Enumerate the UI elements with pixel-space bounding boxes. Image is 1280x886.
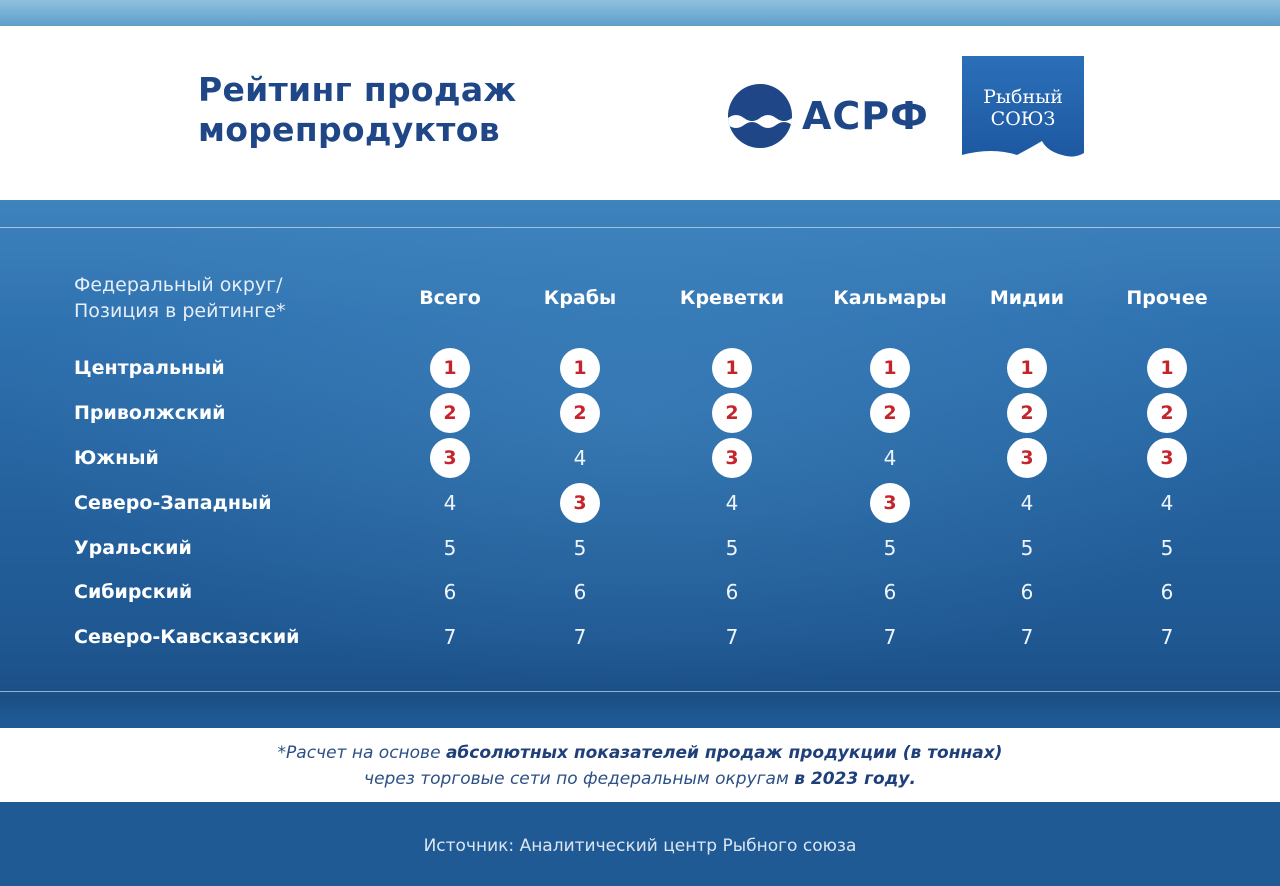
rank-value: 4 — [883, 446, 897, 470]
rank-value: 4 — [573, 446, 587, 470]
rank-value: 7 — [443, 625, 457, 649]
rank-badge: 3 — [1147, 438, 1187, 478]
rank-value: 7 — [1020, 625, 1034, 649]
rank-value: 6 — [1020, 580, 1034, 604]
row-label: Сибирский — [74, 581, 193, 603]
rank-value: 5 — [1160, 536, 1174, 560]
rank-badge: 3 — [1007, 438, 1047, 478]
rank-value: 7 — [573, 625, 587, 649]
column-header-vsego: Всего — [419, 287, 481, 309]
column-header-krevetki: Креветки — [679, 287, 785, 309]
note-box — [0, 728, 1280, 802]
header: Рейтинг продаж морепродуктов АСРФ Рыбный… — [0, 26, 1280, 200]
source-credit: Источник: Аналитический центр Рыбного со… — [423, 836, 857, 856]
asrf-logo: АСРФ — [728, 84, 928, 148]
row-label: Северо-Кавсказский — [74, 626, 300, 648]
rank-badge: 3 — [712, 438, 752, 478]
rank-value: 4 — [1020, 491, 1034, 515]
rank-value: 7 — [1160, 625, 1174, 649]
table-top-divider — [0, 227, 1280, 228]
rank-badge: 2 — [430, 393, 470, 433]
rank-badge: 1 — [430, 348, 470, 388]
page-title: Рейтинг продаж морепродуктов — [198, 70, 517, 149]
rybny-soyuz-logo-text: Рыбный СОЮЗ — [983, 86, 1063, 130]
rank-value: 5 — [443, 536, 457, 560]
rank-value: 7 — [725, 625, 739, 649]
rank-value: 6 — [443, 580, 457, 604]
rank-value: 6 — [573, 580, 587, 604]
rank-badge: 1 — [1147, 348, 1187, 388]
rank-value: 5 — [573, 536, 587, 560]
table-bottom-divider — [0, 691, 1280, 692]
rank-badge: 1 — [712, 348, 752, 388]
rank-badge: 3 — [870, 483, 910, 523]
asrf-logo-text: АСРФ — [802, 94, 929, 138]
rank-badge: 2 — [560, 393, 600, 433]
top-sea-strip — [0, 0, 1280, 26]
corner-label: Федеральный округ/ Позиция в рейтинге* — [74, 274, 286, 322]
rank-value: 4 — [725, 491, 739, 515]
row-label: Северо-Западный — [74, 492, 272, 514]
table-panel — [0, 227, 1280, 692]
rank-value: 4 — [1160, 491, 1174, 515]
column-header-kraby: Крабы — [543, 287, 617, 309]
rank-value: 6 — [883, 580, 897, 604]
column-header-midii: Мидии — [989, 287, 1065, 309]
rank-value: 4 — [443, 491, 457, 515]
row-label: Центральный — [74, 357, 225, 379]
rank-value: 5 — [883, 536, 897, 560]
rank-value: 7 — [883, 625, 897, 649]
rank-value: 5 — [725, 536, 739, 560]
fish-tail-icon — [962, 141, 1084, 169]
row-label: Уральский — [74, 537, 192, 559]
row-label: Южный — [74, 447, 159, 469]
row-label: Приволжский — [74, 402, 226, 424]
rank-badge: 2 — [1147, 393, 1187, 433]
rank-value: 5 — [1020, 536, 1034, 560]
footnote: *Расчет на основе абсолютных показателей… — [277, 743, 1003, 789]
column-header-kalmary: Кальмары — [833, 287, 947, 309]
rank-badge: 2 — [870, 393, 910, 433]
rank-badge: 1 — [870, 348, 910, 388]
rank-badge: 1 — [560, 348, 600, 388]
rank-badge: 2 — [1007, 393, 1047, 433]
rank-badge: 3 — [560, 483, 600, 523]
rank-value: 6 — [725, 580, 739, 604]
asrf-wave-icon — [728, 84, 792, 148]
rank-value: 6 — [1160, 580, 1174, 604]
rybny-soyuz-logo: Рыбный СОЮЗ — [962, 56, 1084, 169]
column-header-prochee: Прочее — [1126, 287, 1208, 309]
rank-badge: 2 — [712, 393, 752, 433]
rank-badge: 1 — [1007, 348, 1047, 388]
rank-badge: 3 — [430, 438, 470, 478]
